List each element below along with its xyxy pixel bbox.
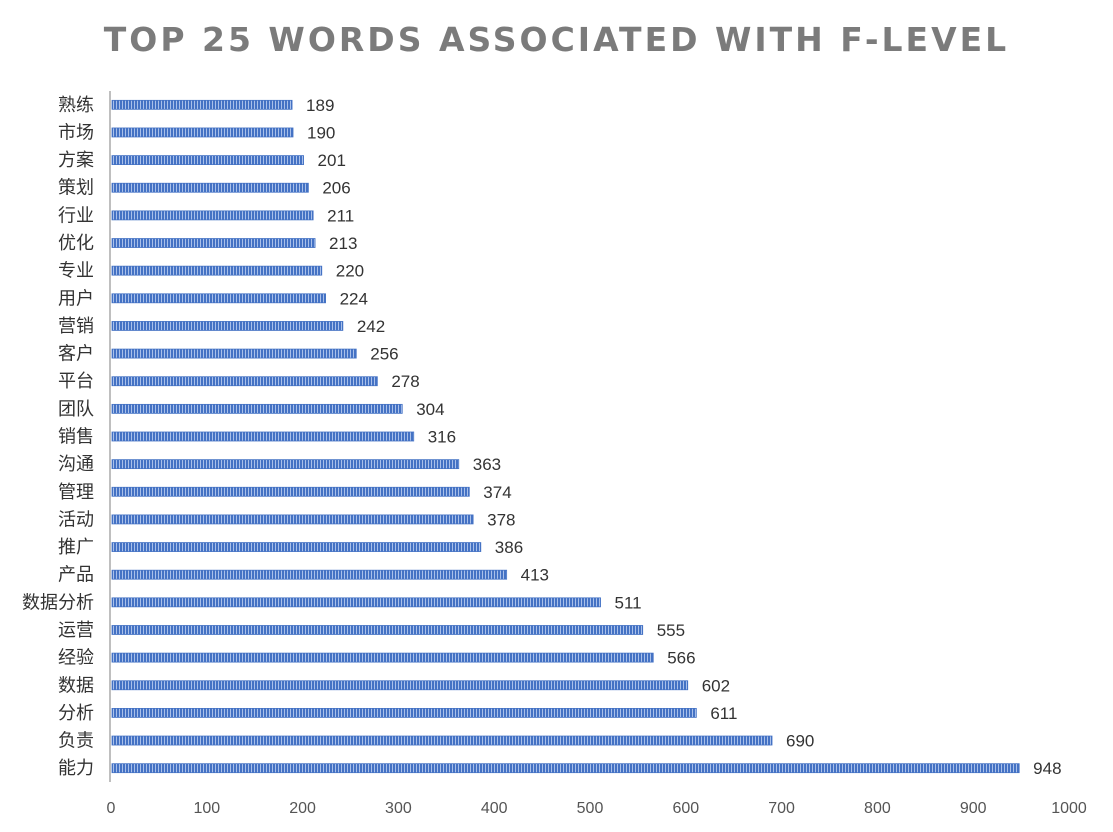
bar — [111, 459, 460, 470]
data-label: 566 — [667, 649, 695, 668]
data-label: 690 — [786, 732, 814, 751]
category-label: 营销 — [58, 316, 94, 337]
x-tick-label: 600 — [672, 800, 699, 817]
category-label: 客户 — [58, 344, 94, 365]
data-label: 378 — [487, 510, 515, 529]
data-label: 948 — [1033, 759, 1061, 778]
bar — [111, 431, 415, 442]
data-label: 220 — [336, 262, 364, 281]
data-label: 413 — [521, 566, 549, 585]
bar — [111, 486, 470, 497]
data-label: 374 — [483, 483, 511, 502]
bar — [111, 708, 697, 718]
category-label: 方案 — [58, 150, 94, 171]
category-label: 活动 — [58, 509, 94, 530]
data-label: 611 — [710, 704, 737, 723]
data-label: 242 — [357, 317, 385, 336]
bar — [111, 99, 293, 110]
bar — [111, 210, 314, 221]
data-label: 363 — [473, 455, 501, 474]
x-tick-label: 100 — [193, 800, 220, 817]
data-label: 316 — [428, 428, 456, 447]
data-label: 189 — [306, 96, 334, 115]
category-label: 销售 — [58, 427, 94, 448]
data-label: 211 — [327, 206, 354, 225]
data-label: 190 — [307, 123, 335, 142]
bar — [111, 376, 378, 387]
category-label: 优化 — [58, 233, 94, 254]
data-label: 201 — [318, 151, 346, 170]
x-tick-label: 300 — [385, 800, 412, 817]
x-tick-label: 400 — [481, 800, 508, 817]
category-label: 经验 — [58, 648, 94, 669]
x-tick-label: 1000 — [1051, 800, 1087, 817]
bar — [111, 625, 644, 635]
x-tick-label: 800 — [864, 800, 891, 817]
category-label: 产品 — [58, 565, 94, 586]
bar — [111, 265, 323, 276]
category-label: 专业 — [58, 261, 94, 282]
category-label: 平台 — [58, 371, 94, 392]
x-tick-label: 0 — [107, 800, 116, 817]
category-label: 团队 — [58, 399, 94, 420]
x-tick-label: 700 — [768, 800, 795, 817]
bar — [111, 763, 1020, 774]
bar — [111, 293, 326, 304]
category-label: 策划 — [58, 178, 94, 199]
bar — [111, 127, 294, 138]
category-label: 负责 — [58, 731, 94, 752]
data-label: 602 — [702, 676, 730, 695]
bar — [111, 182, 309, 193]
data-label: 278 — [391, 372, 419, 391]
bar — [111, 348, 357, 359]
category-label: 推广 — [58, 537, 94, 558]
x-tick-label: 200 — [289, 800, 316, 817]
category-label: 用户 — [58, 288, 94, 309]
x-tick-label: 900 — [960, 800, 987, 817]
chart-title: TOP 25 WORDS ASSOCIATED WITH F-LEVEL — [103, 20, 1010, 59]
bar — [111, 735, 773, 746]
category-label: 市场 — [58, 122, 94, 143]
category-label: 分析 — [58, 703, 94, 724]
data-label: 511 — [615, 593, 642, 612]
category-label: 行业 — [58, 205, 94, 226]
bar — [111, 321, 344, 331]
bar — [111, 238, 316, 248]
bar — [111, 597, 601, 608]
data-label: 213 — [329, 234, 357, 253]
data-label: 555 — [657, 621, 685, 640]
data-label: 304 — [416, 400, 444, 419]
bar — [111, 652, 654, 663]
category-label: 管理 — [58, 482, 94, 503]
x-tick-label: 500 — [577, 800, 604, 817]
category-label: 数据分析 — [22, 592, 94, 613]
plot-area: 熟练 189 市场 190 方案 201 策划 206 行业 211 优化 213 专业 220 用户 224… — [22, 91, 1087, 817]
category-label: 数据 — [58, 675, 94, 696]
data-label: 206 — [322, 179, 350, 198]
bar — [111, 155, 304, 166]
bar — [111, 542, 482, 552]
category-label: 运营 — [58, 620, 94, 641]
category-label: 沟通 — [58, 454, 94, 475]
bar — [111, 680, 689, 691]
data-label: 256 — [370, 345, 398, 364]
bar — [111, 403, 403, 414]
category-label: 熟练 — [58, 95, 94, 116]
bar — [111, 569, 508, 580]
bar — [111, 514, 474, 525]
category-label: 能力 — [58, 758, 94, 779]
data-label: 386 — [495, 538, 523, 557]
data-label: 224 — [340, 289, 368, 308]
